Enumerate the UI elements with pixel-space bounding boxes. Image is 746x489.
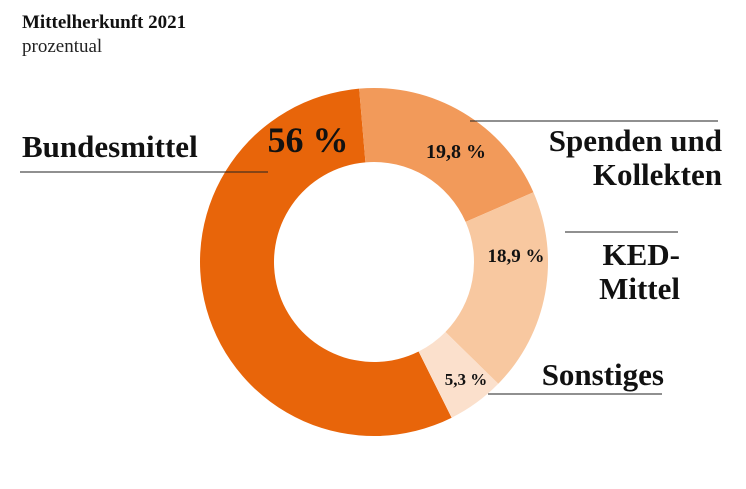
donut-segment — [200, 88, 452, 436]
category-label: Sonstiges — [541, 357, 664, 392]
donut-segment — [418, 331, 499, 418]
chart-title: Mittelherkunft 2021 — [22, 12, 187, 33]
chart-subtitle: prozentual — [22, 36, 103, 57]
value-label: 56 % — [268, 120, 349, 160]
category-label: Spenden und Kollekten — [548, 123, 722, 192]
value-label: 19,8 % — [426, 141, 486, 163]
value-label: 18,9 % — [488, 246, 545, 267]
donut-segment — [359, 87, 534, 222]
category-label: Bundesmittel — [22, 129, 198, 164]
donut-segment — [445, 192, 548, 384]
value-label: 5,3 % — [445, 370, 488, 389]
category-label: KED-Mittel — [599, 237, 680, 306]
